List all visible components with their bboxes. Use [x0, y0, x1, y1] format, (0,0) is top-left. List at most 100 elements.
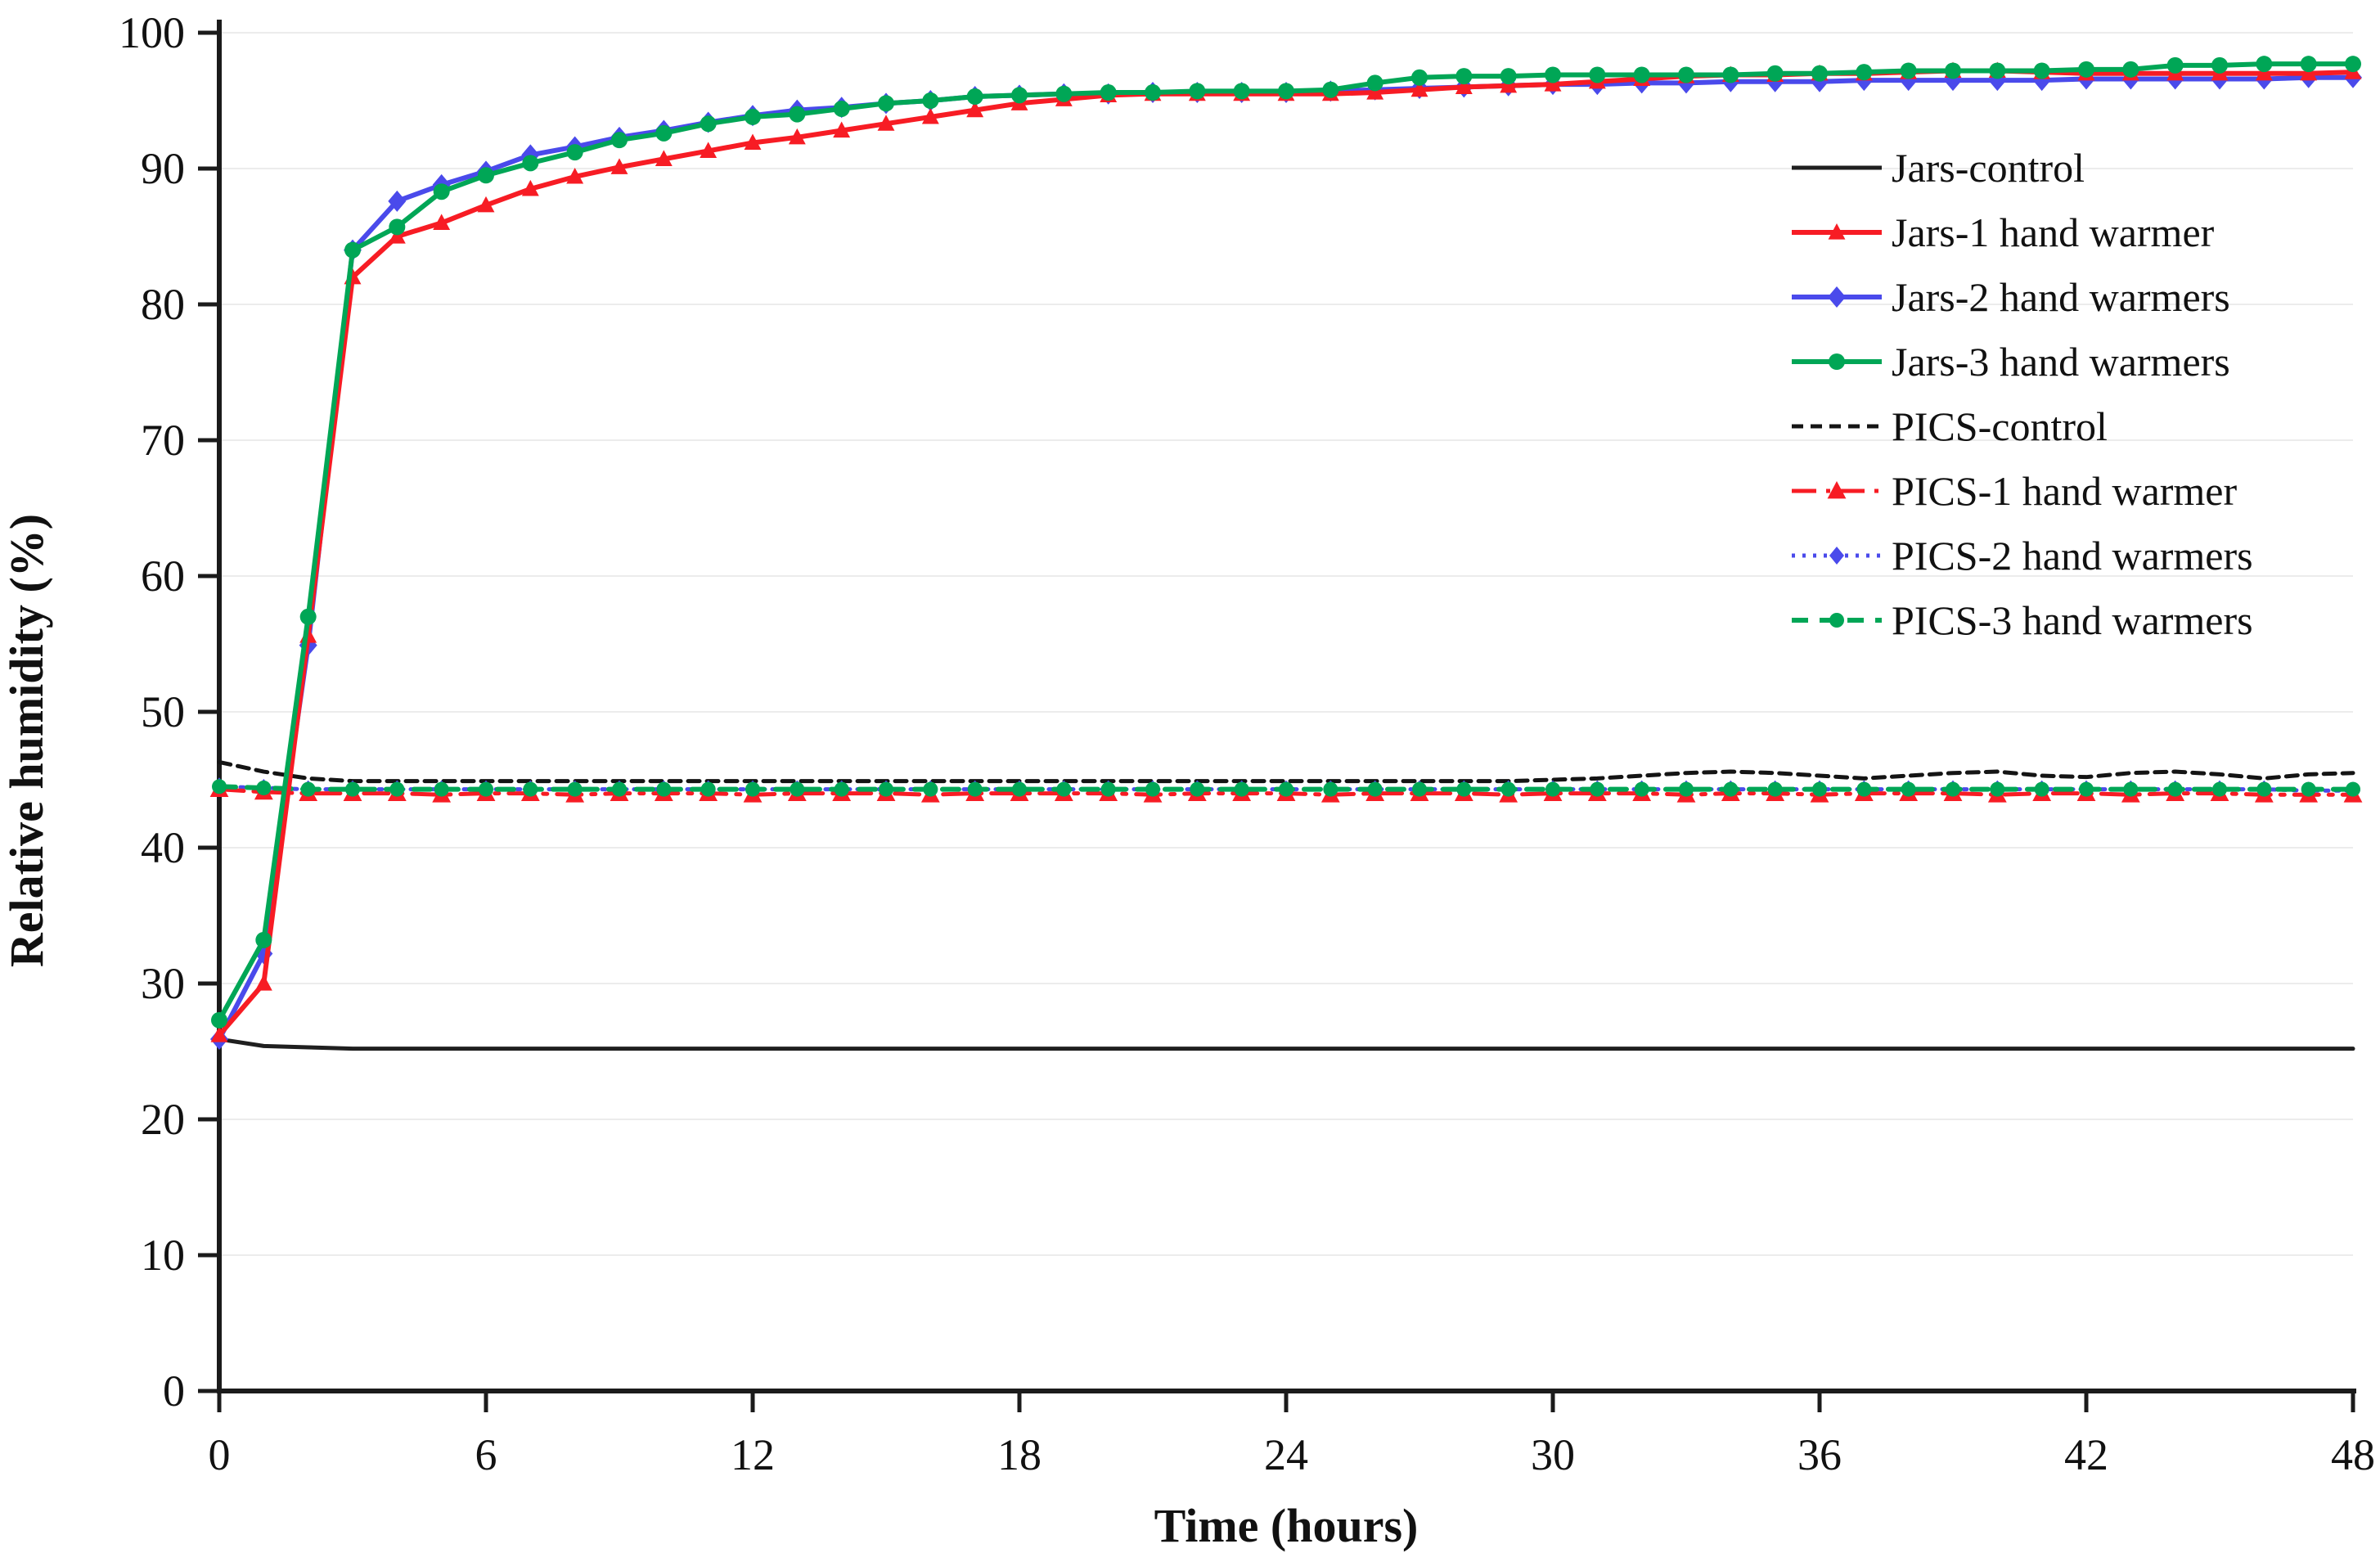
diamond-marker — [388, 190, 407, 212]
circle-marker — [434, 781, 449, 797]
circle-marker — [1012, 781, 1027, 797]
legend-label: PICS-2 hand warmers — [1892, 533, 2253, 578]
circle-marker — [345, 781, 360, 797]
circle-marker — [1812, 781, 1827, 797]
circle-marker — [1590, 781, 1605, 797]
series-pics-3-hand-warmers — [212, 779, 2360, 797]
circle-marker — [1234, 781, 1249, 797]
circle-marker — [344, 241, 361, 259]
triangle-marker — [1500, 76, 1518, 93]
circle-marker — [700, 781, 716, 797]
circle-marker — [212, 779, 227, 795]
triangle-marker — [966, 101, 984, 118]
legend-label: Jars-control — [1892, 145, 2085, 191]
series-line — [217, 1037, 2355, 1051]
circle-marker — [655, 124, 673, 142]
circle-marker — [611, 132, 628, 149]
circle-marker — [2346, 781, 2360, 797]
circle-marker — [878, 95, 894, 112]
circle-marker — [1367, 781, 1383, 797]
x-tick-label-30: 30 — [1531, 1430, 1575, 1479]
legend-label: Jars-1 hand warmer — [1892, 209, 2215, 255]
circle-marker — [2166, 56, 2184, 74]
circle-marker — [2300, 56, 2317, 73]
legend-triangle-marker — [1828, 223, 1846, 240]
y-tick-label-50: 50 — [141, 687, 185, 736]
circle-marker — [389, 781, 405, 797]
circle-marker — [299, 608, 317, 625]
circle-marker — [612, 781, 627, 797]
circle-marker — [1900, 62, 1917, 79]
triangle-marker — [477, 196, 495, 213]
x-tick-label-18: 18 — [997, 1430, 1042, 1479]
y-tick-label-100: 100 — [119, 8, 185, 57]
series-jars-control — [217, 1037, 2355, 1051]
circle-marker — [1678, 66, 1694, 83]
circle-marker — [2078, 61, 2094, 78]
axes — [198, 20, 2356, 1412]
y-tick-label-80: 80 — [141, 280, 185, 329]
triangle-marker — [788, 128, 806, 145]
series-jars-3-hand-warmers — [211, 56, 2361, 1029]
circle-marker — [1946, 781, 1960, 797]
circle-marker — [2123, 781, 2139, 797]
circle-marker — [1190, 781, 1205, 797]
triangle-marker — [921, 107, 939, 124]
circle-marker — [523, 781, 538, 797]
legend-item-jars-1-hand-warmer: Jars-1 hand warmer — [1792, 209, 2215, 255]
circle-marker — [2211, 56, 2228, 74]
triangle-marker — [1366, 83, 1384, 100]
circle-marker — [923, 781, 938, 797]
circle-marker — [1766, 65, 1784, 82]
circle-marker — [834, 781, 849, 797]
legend-triangle-marker — [1827, 481, 1847, 499]
triangle-marker — [1410, 80, 1428, 97]
y-tick-label-0: 0 — [163, 1366, 185, 1416]
circle-marker — [1589, 66, 1606, 83]
circle-marker — [566, 144, 583, 161]
y-axis-title: Relative humidity (%) — [0, 514, 53, 967]
circle-marker — [256, 780, 272, 795]
y-tick-label-70: 70 — [141, 416, 185, 465]
circle-marker — [1856, 781, 1872, 797]
legend-item-pics-control: PICS-control — [1792, 403, 2108, 449]
circle-marker — [745, 108, 761, 125]
circle-marker — [1456, 781, 1472, 797]
circle-marker — [1145, 84, 1161, 101]
circle-marker — [1233, 83, 1250, 100]
circle-marker — [1989, 62, 2006, 79]
circle-marker — [1100, 84, 1117, 101]
circle-marker — [1811, 65, 1828, 82]
series-line — [217, 759, 2355, 784]
triangle-marker — [833, 121, 851, 138]
x-axis-title: Time (hours) — [1154, 1499, 1419, 1552]
circle-marker — [479, 781, 493, 797]
circle-marker — [1990, 781, 2005, 797]
x-tick-label-12: 12 — [731, 1430, 775, 1479]
x-tick-label-0: 0 — [209, 1430, 231, 1479]
circle-marker — [1545, 781, 1560, 797]
circle-marker — [1723, 781, 1739, 797]
circle-marker — [1545, 66, 1561, 83]
circle-marker — [1323, 781, 1338, 797]
x-tick-label-42: 42 — [2064, 1430, 2108, 1479]
y-tick-label-90: 90 — [141, 144, 185, 193]
circle-marker — [567, 781, 583, 797]
circle-marker — [1500, 68, 1517, 85]
circle-marker — [1100, 781, 1116, 797]
circle-marker — [1856, 64, 1873, 81]
tick-labels: 0 10 20 30 40 50 60 70 80 90 100 0 6 12 18 24 30 36 42 48 — [119, 8, 2375, 1479]
circle-marker — [1679, 781, 1694, 797]
legend-item-pics-3-hand-warmers: PICS-3 hand warmers — [1792, 597, 2253, 643]
circle-marker — [1455, 68, 1473, 85]
circle-marker — [1500, 781, 1516, 797]
y-tick-label-40: 40 — [141, 823, 185, 872]
series-pics-control — [217, 759, 2355, 784]
y-tick-label-20: 20 — [141, 1095, 185, 1144]
gridlines — [219, 32, 2353, 1256]
y-tick-label-10: 10 — [141, 1231, 185, 1280]
circle-marker — [2345, 56, 2361, 73]
circle-marker — [2122, 61, 2139, 78]
triangle-marker — [210, 1026, 228, 1042]
circle-marker — [1056, 781, 1072, 797]
